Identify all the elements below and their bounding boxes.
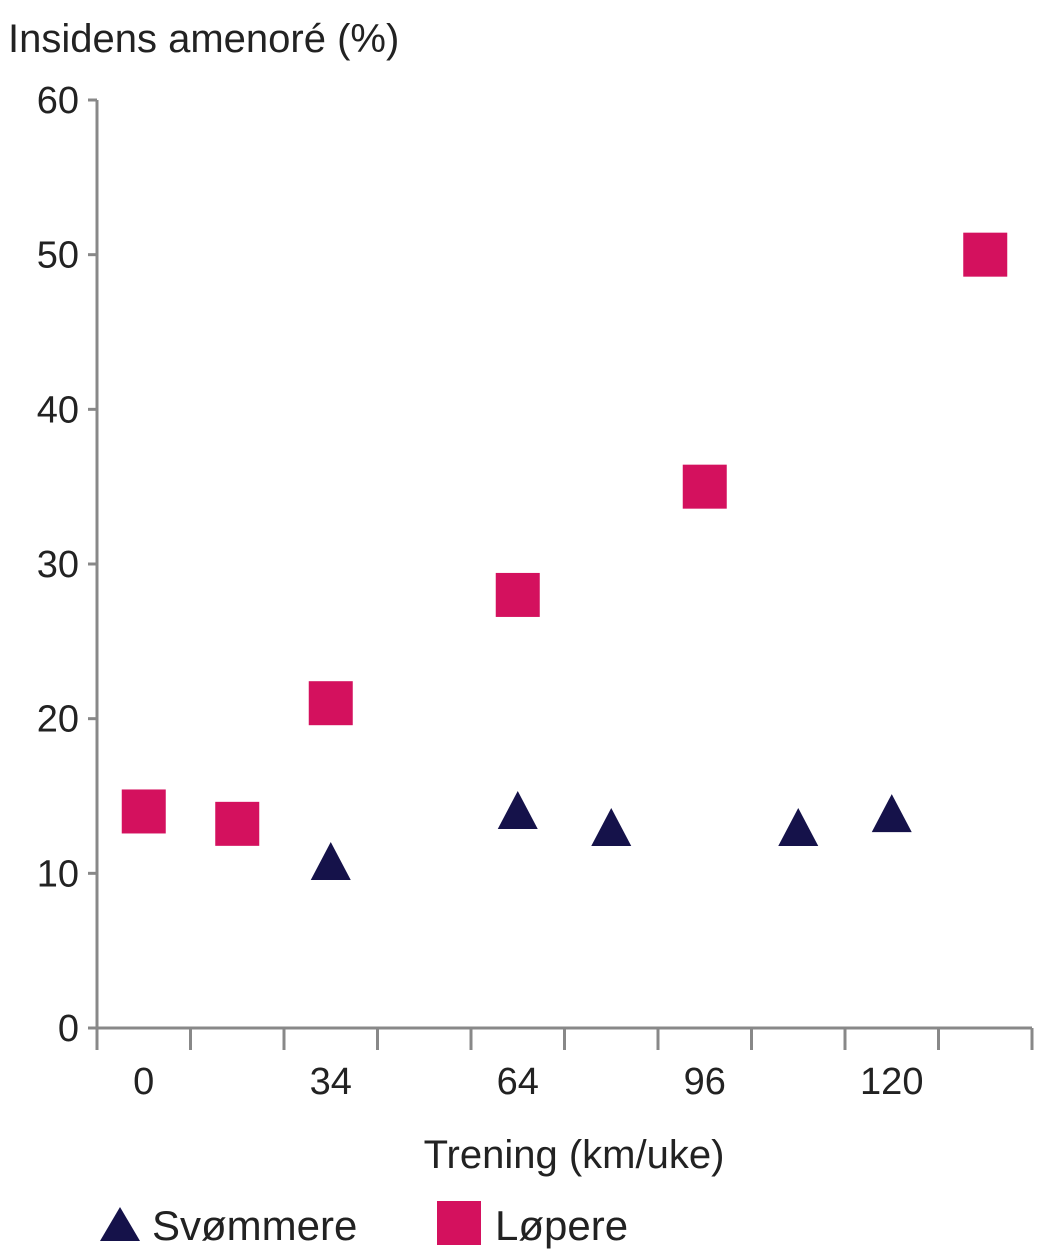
x-tick-label: 96 (684, 1061, 726, 1103)
svommere-point (591, 808, 632, 847)
legend-label-svommere: Svømmere (152, 1202, 357, 1249)
y-axis-ticks: 0 10 20 30 40 50 60 (37, 80, 97, 1050)
lopere-point (682, 464, 727, 509)
lopere-point (963, 232, 1008, 277)
lopere-point (495, 572, 540, 617)
x-tick-label: 0 (133, 1061, 154, 1103)
y-tick-label: 0 (58, 1008, 79, 1050)
y-axis-title: Insidens amenoré (%) (8, 17, 399, 61)
svommere-point (310, 842, 351, 881)
legend-label-lopere: Løpere (495, 1202, 628, 1249)
lopere-point (215, 801, 260, 846)
x-tick-label: 120 (860, 1061, 923, 1103)
lopere-point (121, 789, 166, 834)
lopere-point (308, 681, 353, 726)
y-tick-label: 50 (37, 235, 79, 277)
svommere-point (497, 791, 538, 829)
x-axis-ticks: 0 34 64 96 120 (95, 1028, 1034, 1103)
y-tick-label: 10 (37, 853, 79, 895)
legend: Svømmere Løpere (100, 1201, 628, 1249)
legend-marker-svommere (100, 1207, 140, 1241)
x-tick-label: 64 (497, 1061, 539, 1103)
x-tick-label: 34 (310, 1061, 352, 1103)
y-tick-label: 20 (37, 699, 79, 741)
x-axis-title: Trening (km/uke) (424, 1133, 725, 1177)
y-tick-label: 60 (37, 80, 79, 122)
svommere-point (871, 794, 912, 833)
svommere-point (778, 808, 819, 847)
y-tick-label: 30 (37, 544, 79, 586)
legend-marker-lopere (437, 1201, 481, 1245)
data-points (121, 232, 1008, 881)
y-tick-label: 40 (37, 389, 79, 431)
